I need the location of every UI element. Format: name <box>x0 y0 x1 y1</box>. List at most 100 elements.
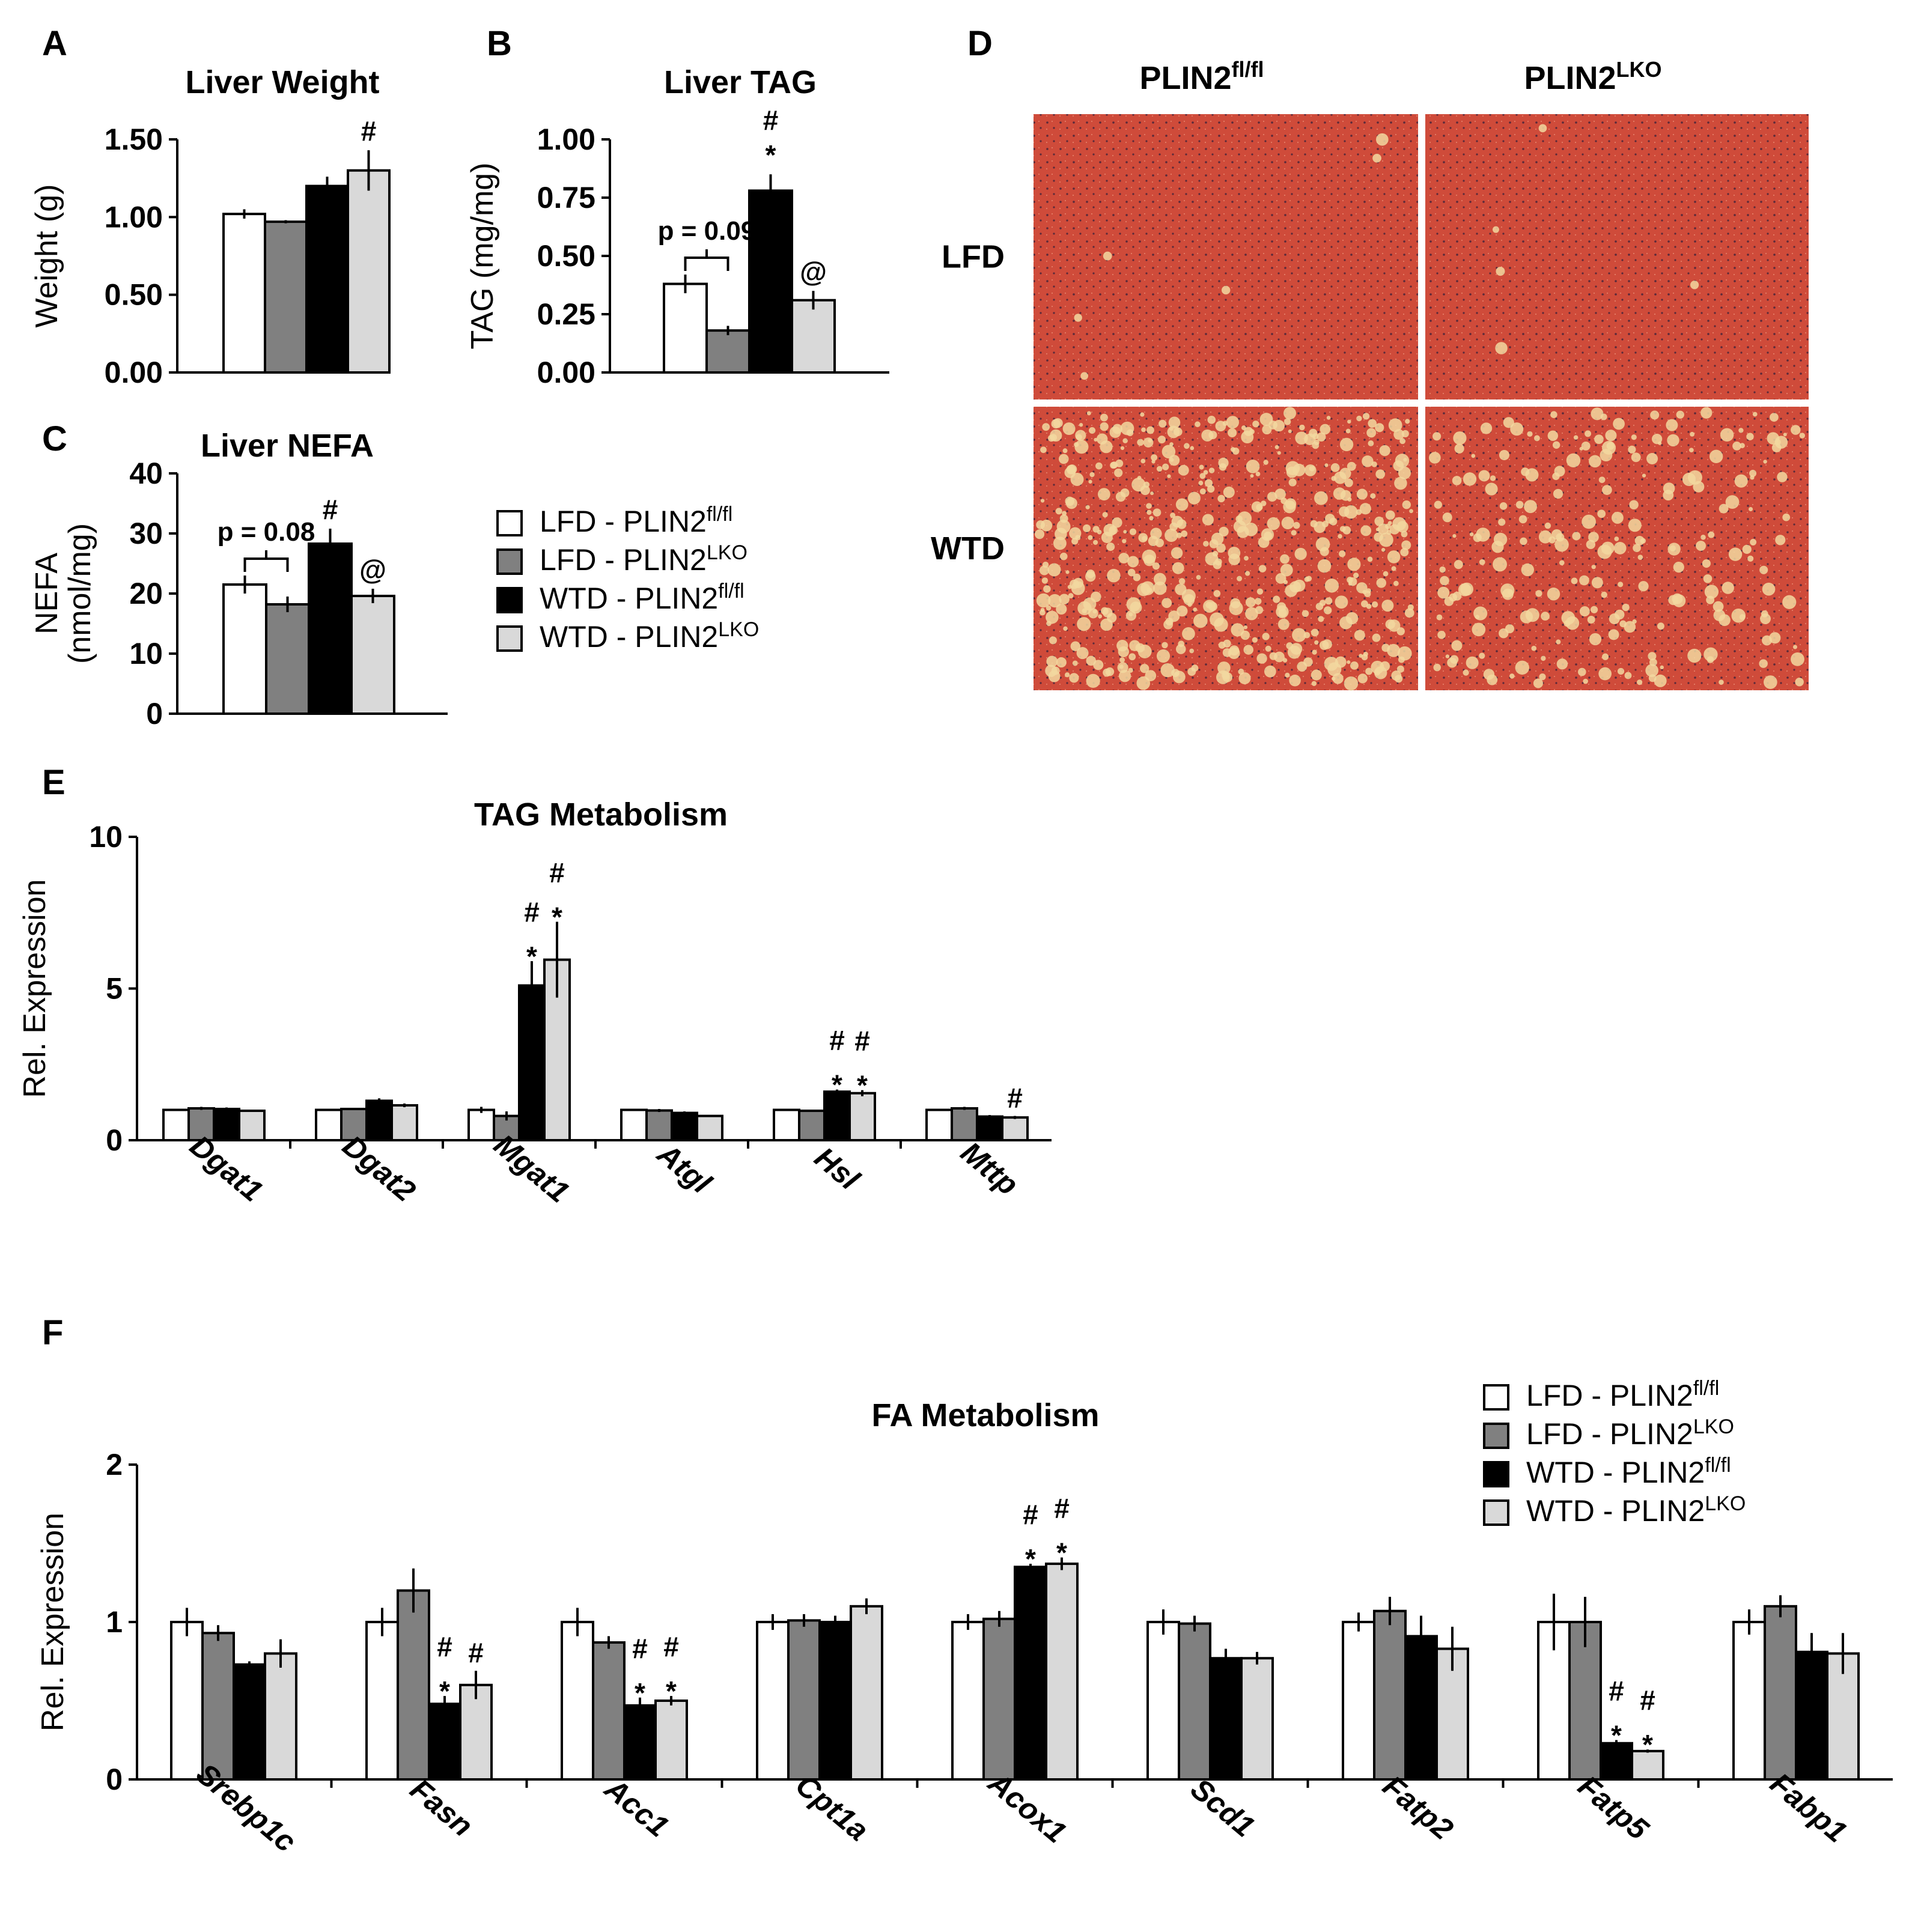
lipid-droplet <box>1583 678 1588 684</box>
lipid-droplet <box>1160 663 1175 678</box>
legend-label: WTD - PLIN2LKO <box>1526 1492 1746 1528</box>
lipid-droplet <box>1479 652 1485 659</box>
lipid-droplet <box>1209 539 1219 548</box>
lipid-droplet <box>1238 672 1251 685</box>
lipid-droplet <box>1058 454 1069 464</box>
bar <box>1631 1749 1664 1781</box>
lipid-droplet <box>1471 454 1476 458</box>
lipid-droplet <box>1190 446 1195 451</box>
lipid-droplet <box>1106 542 1115 551</box>
lipid-droplet <box>1598 667 1612 681</box>
lipid-droplet <box>1348 582 1353 586</box>
lipid-droplet <box>1171 547 1183 559</box>
bar <box>1568 1621 1602 1781</box>
lipid-droplet <box>1703 574 1713 583</box>
lipid-droplet <box>1330 463 1340 472</box>
y-axis-label: Weight (g) <box>29 184 64 328</box>
lipid-droplet <box>1213 590 1221 597</box>
lipid-droplet <box>1533 435 1540 442</box>
lipid-droplet <box>1777 472 1788 482</box>
lipid-droplet <box>1357 673 1368 684</box>
lipid-droplet <box>1597 509 1606 518</box>
lipid-droplet <box>1049 636 1057 645</box>
lipid-droplet <box>1597 544 1612 559</box>
bar <box>787 1619 821 1781</box>
bar <box>705 329 750 374</box>
lipid-droplet <box>1326 416 1331 420</box>
lipid-droplet <box>1668 595 1679 606</box>
lipid-droplet <box>1335 595 1348 609</box>
bar <box>818 1621 852 1781</box>
lipid-droplet <box>1089 427 1096 434</box>
lipid-droplet <box>1472 622 1486 637</box>
lipid-droplet <box>1347 577 1353 583</box>
lipid-droplet <box>1149 515 1154 521</box>
lipid-droplet <box>1311 681 1317 686</box>
lipid-droplet <box>1762 582 1776 596</box>
lipid-droplet <box>1098 614 1103 619</box>
lipid-droplet <box>1338 533 1342 539</box>
y-tick-label: 30 <box>129 517 163 550</box>
lipid-droplet <box>1559 560 1565 566</box>
lipid-droplet <box>1395 454 1410 468</box>
legend-label: WTD - PLIN2LKO <box>540 618 759 654</box>
lipid-droplet <box>1581 441 1591 451</box>
significance-mark: @ <box>800 256 827 287</box>
lipid-droplet <box>1642 473 1646 478</box>
lipid-droplet <box>1566 453 1581 468</box>
lipid-droplet <box>1601 485 1612 495</box>
bar <box>623 1704 657 1781</box>
lipid-droplet <box>1383 571 1389 577</box>
bar <box>233 1663 266 1781</box>
lipid-droplet <box>1261 500 1267 506</box>
lipid-droplet <box>1309 428 1318 438</box>
lipid-droplet <box>1495 342 1508 354</box>
lipid-droplet <box>1356 509 1362 515</box>
lipid-droplet <box>1065 496 1074 506</box>
lipid-droplet <box>1230 447 1235 452</box>
lipid-droplet <box>1445 654 1450 658</box>
lipid-droplet <box>1146 426 1154 434</box>
lipid-droplet <box>1782 513 1791 521</box>
y-tick-label: 0.00 <box>537 356 595 389</box>
lipid-droplet <box>1728 547 1743 561</box>
significance-mark: # <box>323 494 338 525</box>
lipid-droplet <box>1631 452 1641 463</box>
bar <box>561 1621 594 1781</box>
significance-mark: # <box>524 896 540 928</box>
lipid-droplet <box>1088 535 1093 540</box>
lipid-droplet <box>1496 267 1505 276</box>
significance-mark: * <box>1056 1537 1067 1569</box>
lipid-droplet <box>1452 533 1457 538</box>
bar <box>222 213 266 374</box>
lipid-droplet <box>1362 455 1374 467</box>
significance-mark: # <box>468 1637 484 1668</box>
lipid-droplet <box>1290 643 1303 655</box>
lipid-droplet <box>1162 463 1169 470</box>
lipid-droplet <box>1193 613 1208 628</box>
y-tick-label: 0 <box>106 1763 123 1796</box>
lipid-droplet <box>1226 416 1240 429</box>
y-tick-label: 0.50 <box>105 278 163 312</box>
lipid-droplet <box>1613 542 1627 554</box>
lipid-droplet <box>1196 575 1201 580</box>
lipid-droplet <box>1706 656 1714 663</box>
lipid-droplet <box>1204 479 1213 487</box>
lipid-droplet <box>1509 673 1515 679</box>
bar <box>170 1621 204 1781</box>
lipid-droplet <box>1112 517 1122 528</box>
lipid-droplet <box>1252 421 1259 428</box>
lipid-droplet <box>1274 488 1286 500</box>
lipid-droplet <box>1371 660 1384 674</box>
significance-mark: # <box>361 115 377 147</box>
lipid-droplet <box>1682 472 1696 487</box>
lipid-droplet <box>1267 517 1280 530</box>
lipid-droplet <box>1483 669 1495 680</box>
lipid-droplet <box>1556 639 1561 645</box>
significance-mark: # <box>1609 1675 1624 1707</box>
lipid-droplet <box>1510 422 1524 436</box>
lipid-droplet <box>1473 533 1482 542</box>
lipid-droplet <box>1524 500 1538 514</box>
lipid-droplet <box>1324 657 1339 671</box>
lipid-droplet <box>1317 432 1326 442</box>
